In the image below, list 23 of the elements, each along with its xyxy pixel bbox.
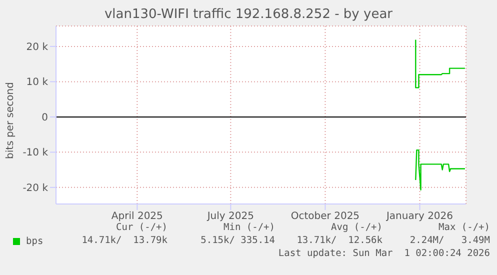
legend-label: bps xyxy=(26,236,44,247)
text: Avg (-/+) xyxy=(330,222,382,233)
text: 2.24M/ 3.49M xyxy=(408,235,490,246)
y-tick-label: 10 k xyxy=(26,77,48,88)
text: Max (-/+) xyxy=(438,222,490,233)
y-tick-label: 20 k xyxy=(26,42,48,53)
y-tick-label: 0 xyxy=(42,112,48,124)
text: 13.71k/ 12.56k xyxy=(296,235,382,246)
x-tick-label: April 2025 xyxy=(111,211,163,222)
y-tick-label: -10 k xyxy=(22,148,48,159)
text: 14.71k/ 13.79k xyxy=(80,235,168,246)
chart-title: vlan130-WIFI traffic 192.168.8.252 - by year xyxy=(103,7,394,22)
x-tick-label: January 2026 xyxy=(385,211,454,222)
line-series xyxy=(415,149,466,190)
x-tick-label: July 2025 xyxy=(206,211,254,222)
y-axis-title: bits per second xyxy=(4,82,16,158)
text: Cur (-/+) xyxy=(115,222,168,233)
y-tick-label: -20 k xyxy=(22,182,48,194)
x-tick-label: October 2025 xyxy=(290,211,360,222)
text: Min (-/+) xyxy=(222,222,275,233)
line-series xyxy=(415,39,466,88)
text: Last update: Sun Mar 1 02:00:24 2026 xyxy=(277,248,490,259)
text: 5.15k/ 335.14 xyxy=(200,235,275,246)
